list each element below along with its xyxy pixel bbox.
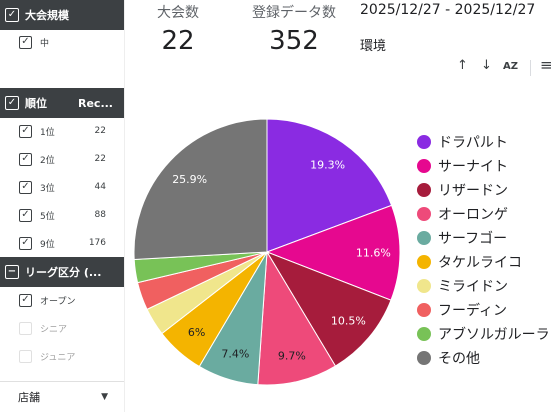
filter-item[interactable]: ✓ 3位 44	[0, 173, 124, 201]
toolbar-divider	[530, 60, 531, 76]
sort-az-icon[interactable]: AZ	[503, 61, 518, 72]
filter-item[interactable]: ✓ 2位 22	[0, 145, 124, 173]
legend-label-6[interactable]: タケルライコ	[438, 255, 522, 271]
checkbox-icon[interactable]: ✓	[19, 236, 32, 250]
filter-item-label: 3位	[40, 183, 55, 194]
scorecard-value: 352	[269, 26, 319, 56]
pie-slice-labels: 19.3% 11.6% 10.5% 9.7% 7.4% 6% 25.9%	[172, 159, 391, 363]
pie-slice-1[interactable]	[266, 118, 393, 253]
legend-swatch-8	[417, 303, 431, 317]
chart-legend: ドラパルトサーナイトリザードンオーロンゲサーフゴータケルライコミライドンフーディ…	[417, 135, 550, 367]
store-dropdown-label: 店舗	[18, 391, 40, 404]
legend-swatch-10	[417, 351, 431, 365]
legend-label-9[interactable]: アブソルガルーラ	[438, 326, 550, 343]
scorecard-label: 登録データ数	[252, 5, 336, 21]
checkbox-icon[interactable]: ✓	[19, 152, 32, 166]
filter-item-count: 22	[94, 154, 106, 164]
slice-label-1: 19.3%	[310, 159, 345, 172]
sort-descending-icon[interactable]: ↓	[481, 58, 492, 73]
filter-header-tournament-size[interactable]: ✓ 大会規模	[0, 0, 124, 30]
filter-item-label: 1位	[40, 127, 55, 138]
filter-item-label: 5位	[40, 211, 55, 222]
scorecard-label: 大会数	[157, 5, 199, 21]
sidebar-divider	[124, 0, 125, 412]
filter-item-label: 9位	[40, 239, 55, 250]
filter-item-label: シニア	[40, 324, 68, 335]
legend-swatch-4	[417, 207, 431, 221]
checkbox-icon[interactable]: ✓	[5, 8, 19, 22]
legend-label-4[interactable]: オーロンゲ	[438, 207, 508, 223]
checkbox-icon[interactable]	[19, 321, 32, 335]
legend-label-8[interactable]: フーディン	[438, 302, 507, 319]
filter-header-label: 順位	[25, 97, 47, 110]
pie-slices	[133, 118, 401, 386]
pie-slice-3[interactable]	[265, 251, 392, 367]
filter-header-label: 大会規模	[25, 9, 69, 22]
pie-slice-2[interactable]	[265, 204, 401, 301]
filter-item[interactable]: ✓ 5位 88	[0, 201, 124, 229]
filter-item-count: 88	[94, 210, 106, 220]
checkbox-icon[interactable]: ✓	[19, 180, 32, 194]
checkbox-icon[interactable]	[19, 349, 32, 363]
store-dropdown[interactable]: 店舗 ▼	[0, 381, 124, 412]
filter-item-label: 2位	[40, 155, 55, 166]
pie-slice-4[interactable]	[257, 250, 337, 386]
scorecard-value: 22	[161, 26, 195, 56]
scorecard-records: 登録データ数 352	[246, 2, 342, 56]
legend-swatch-6	[417, 255, 431, 269]
filter-item[interactable]: ジュニア	[0, 342, 124, 370]
legend-swatch-7	[417, 279, 431, 293]
slice-label-3: 10.5%	[331, 315, 366, 328]
legend-swatch-2	[417, 159, 431, 173]
scorecard-tournaments: 大会数 22	[150, 2, 206, 56]
date-range[interactable]: 2025/12/27 - 2025/12/27	[360, 2, 536, 18]
legend-label-1[interactable]: ドラパルト	[438, 135, 508, 151]
filter-item[interactable]: シニア	[0, 314, 124, 342]
filter-sidebar: ✓ 大会規模 ✓ 中 ✓ 順位 Rec... ✓ 1位 22 ✓ 2位 22 ✓…	[0, 0, 124, 412]
slice-label-5: 7.4%	[221, 348, 249, 361]
checkbox-icon[interactable]: ✓	[19, 35, 32, 49]
legend-label-5[interactable]: サーフゴー	[438, 230, 507, 247]
legend-swatch-3	[417, 183, 431, 197]
filter-item-count: 176	[88, 238, 106, 248]
checkbox-icon[interactable]: ✓	[5, 96, 19, 110]
filter-item-label: 中	[40, 38, 50, 49]
legend-swatch-5	[417, 231, 431, 245]
slice-label-2: 11.6%	[356, 247, 391, 260]
pie-slice-10[interactable]	[133, 118, 268, 261]
filter-header-league[interactable]: − リーグ区分 (...	[0, 257, 124, 287]
filter-item[interactable]: ✓ 9位 176	[0, 229, 124, 257]
filter-header-record-count[interactable]: Rec...	[78, 96, 113, 110]
filter-icon[interactable]: ≡	[540, 56, 553, 74]
filter-header-rank[interactable]: ✓ 順位 Rec...	[0, 88, 124, 118]
slice-label-6: 6%	[188, 326, 205, 339]
filter-item[interactable]: ✓ 中	[0, 28, 124, 56]
slice-label-10: 25.9%	[172, 173, 207, 186]
sort-ascending-icon[interactable]: ↑	[457, 58, 468, 73]
slice-label-4: 9.7%	[278, 349, 306, 362]
filter-header-label: リーグ区分 (...	[25, 266, 102, 279]
environment-label: 環境	[360, 39, 387, 54]
filter-item-count: 22	[94, 126, 106, 136]
filter-item[interactable]: ✓ オープン	[0, 286, 124, 314]
filter-item-label: オープン	[40, 296, 76, 307]
filter-item-count: 44	[94, 182, 106, 192]
checkbox-icon[interactable]: ✓	[19, 124, 32, 138]
legend-swatch-9	[417, 327, 431, 341]
filter-item-label: ジュニア	[40, 352, 76, 363]
checkbox-icon[interactable]: ✓	[19, 208, 32, 222]
legend-swatch-1	[417, 135, 431, 149]
filter-item[interactable]: ✓ 1位 22	[0, 117, 124, 145]
checkbox-icon[interactable]: ✓	[19, 293, 32, 307]
caret-down-icon[interactable]: ▼	[101, 392, 108, 402]
legend-label-10[interactable]: その他	[438, 351, 480, 367]
partial-checkbox-icon[interactable]: −	[5, 265, 19, 279]
legend-label-3[interactable]: リザードン	[438, 183, 508, 199]
legend-label-2[interactable]: サーナイト	[438, 159, 508, 175]
legend-label-7[interactable]: ミライドン	[438, 279, 508, 295]
